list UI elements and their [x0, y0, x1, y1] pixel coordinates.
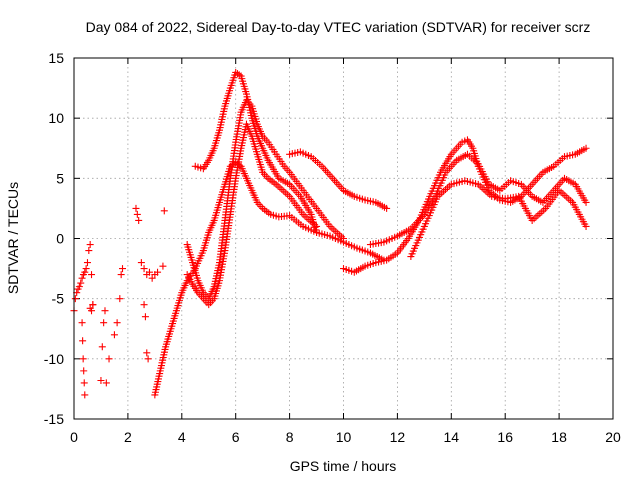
y-tick-label: -10 [44, 351, 64, 367]
plus-marker [582, 144, 590, 152]
plus-marker [135, 216, 143, 224]
plus-marker [89, 301, 97, 309]
plus-marker [113, 319, 121, 327]
plot-frame [73, 57, 614, 420]
plus-marker [83, 259, 91, 267]
plus-marker [313, 228, 321, 236]
series-early-scatter [70, 204, 168, 399]
plus-marker [137, 259, 145, 267]
plus-marker [145, 268, 153, 276]
plus-marker [143, 349, 151, 357]
plus-marker [97, 376, 105, 384]
plus-marker [78, 319, 86, 327]
series-pass-e [286, 148, 391, 212]
plus-marker [383, 204, 391, 212]
plus-marker [141, 313, 149, 321]
plus-marker [88, 307, 96, 315]
series-pass-b [183, 96, 347, 303]
plus-marker [116, 295, 124, 303]
plus-marker [132, 204, 140, 212]
plus-marker [140, 265, 148, 273]
plus-marker [79, 355, 87, 363]
plus-marker [133, 210, 141, 218]
series-pass-h [407, 177, 590, 261]
x-tick-label: 16 [497, 429, 513, 445]
plus-marker [117, 271, 125, 279]
series-pass-c [183, 120, 321, 309]
plus-marker [110, 331, 118, 339]
x-tick-label: 10 [336, 429, 352, 445]
chart-title: Day 084 of 2022, Sidereal Day-to-day VTE… [86, 19, 591, 35]
x-tick-label: 8 [286, 429, 294, 445]
plus-marker [159, 262, 167, 270]
plus-marker [160, 207, 168, 215]
plus-marker [582, 198, 590, 206]
x-tick-labels: 0 2 4 6 8 10 12 14 16 18 20 [70, 429, 621, 445]
plus-marker [154, 268, 162, 276]
plus-marker [102, 379, 110, 387]
series-pass-d [191, 68, 321, 236]
y-tick-label: 15 [48, 50, 64, 66]
plus-marker [105, 355, 113, 363]
plus-marker [148, 274, 156, 282]
plus-marker [140, 301, 148, 309]
y-tick-label: -15 [44, 411, 64, 427]
plus-marker [78, 274, 86, 282]
x-tick-label: 0 [70, 429, 78, 445]
y-tick-label: 5 [56, 170, 64, 186]
y-tick-label: -5 [52, 291, 65, 307]
plus-marker [86, 241, 94, 249]
plus-marker [582, 222, 590, 230]
plus-marker [144, 355, 152, 363]
x-tick-label: 6 [232, 429, 240, 445]
series-pass-a [151, 159, 388, 399]
y-tick-label: 10 [48, 110, 64, 126]
plus-marker [81, 391, 89, 399]
x-tick-label: 14 [444, 429, 460, 445]
plus-marker [100, 319, 108, 327]
plus-marker [75, 283, 83, 291]
x-tick-label: 18 [551, 429, 567, 445]
plus-marker [77, 279, 85, 287]
y-axis-label: SDTVAR / TECUs [5, 182, 21, 294]
x-tick-label: 2 [124, 429, 132, 445]
data-points [70, 68, 590, 399]
plus-marker [101, 307, 109, 315]
x-tick-label: 4 [178, 429, 186, 445]
plus-marker [80, 367, 88, 375]
plus-marker [71, 295, 79, 303]
plus-marker [88, 271, 96, 279]
plus-marker [79, 337, 87, 345]
plus-marker [82, 265, 90, 273]
x-tick-label: 12 [390, 429, 406, 445]
plus-marker [119, 265, 127, 273]
plus-marker [81, 268, 89, 276]
plus-marker [98, 343, 106, 351]
plus-marker [80, 379, 88, 387]
x-tick-label: 20 [605, 429, 621, 445]
plus-marker [340, 235, 347, 242]
y-tick-labels: -15 -10 -5 0 5 10 15 [44, 50, 64, 427]
y-tick-label: 0 [56, 231, 64, 247]
plus-marker [85, 247, 93, 255]
x-axis-label: GPS time / hours [290, 458, 397, 474]
